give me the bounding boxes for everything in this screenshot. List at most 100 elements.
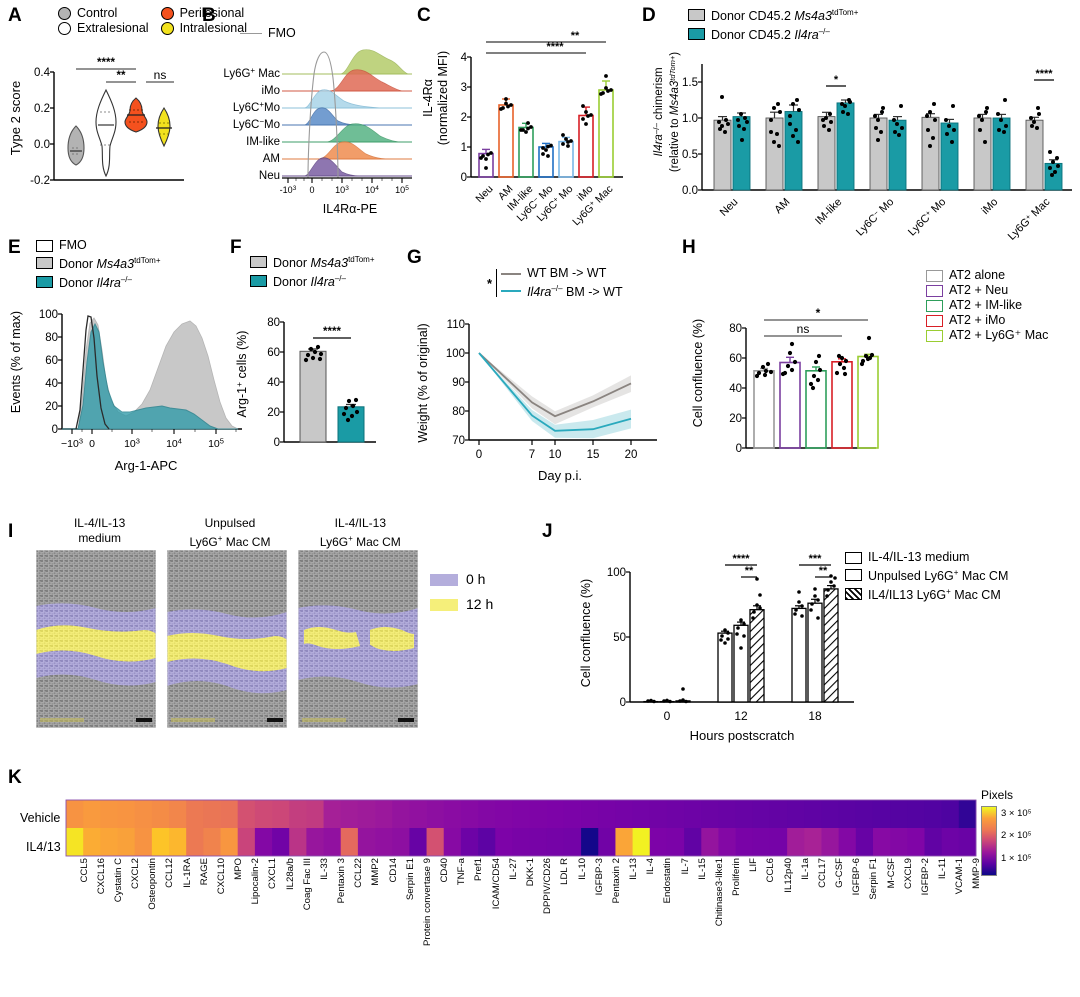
panel-d-plot: Il4ra–/– chimerism (relative to Ms4a3tdT…	[652, 52, 1072, 243]
heatmap-column-label: CD40	[439, 858, 451, 883]
heatmap-column-label: LDL R	[559, 858, 571, 885]
y-axis-label-2: (relative to Ms4a3tdTom+)	[668, 52, 681, 172]
heatmap-column-label: Pentaxin 2	[610, 858, 622, 904]
heatmap-column-label: IL-10	[576, 858, 588, 880]
significance-bars	[486, 41, 606, 54]
bars	[478, 89, 614, 178]
swatch-icon	[36, 275, 53, 288]
svg-text:−103: −103	[61, 437, 83, 451]
data-points	[646, 574, 837, 704]
swatch-icon	[36, 256, 53, 269]
heatmap-column-label: IL-15	[696, 858, 708, 880]
significance-bars	[764, 319, 868, 337]
svg-text:0: 0	[664, 709, 671, 723]
svg-text:0: 0	[476, 449, 482, 461]
svg-text:105: 105	[395, 185, 409, 195]
svg-text:0.4: 0.4	[34, 67, 51, 79]
heatmap	[65, 799, 978, 858]
svg-text:0: 0	[89, 438, 95, 450]
heatmap-column-label: MPO	[233, 858, 245, 880]
y-axis-label: Cell confluence (%)	[579, 579, 593, 687]
legend-item: FMO	[36, 238, 161, 253]
svg-text:Ly6C+ Mo: Ly6C+ Mo	[534, 182, 576, 224]
legend-item: Donor CD45.2 Il4ra–/–	[688, 24, 858, 43]
legend-item: AT2 + Neu	[926, 283, 1048, 298]
svg-text:60: 60	[729, 353, 742, 365]
heatmap-column-label: CCL5	[78, 858, 90, 883]
heatmap-column-label: CXCL9	[902, 858, 914, 889]
significance-bars	[826, 79, 1054, 87]
y-axis-ticks: 4 3 2 1 0	[461, 52, 468, 184]
legend-item: Unpulsed Ly6G+ Mac CM	[845, 565, 1008, 584]
heatmap-column-label: CCL12	[164, 858, 176, 888]
legend-item: Il4ra–/– BM -> WT	[501, 281, 623, 300]
y-axis-ticks: 0.4 0.2 0.0 -0.2	[30, 67, 50, 187]
significance-bars	[76, 68, 174, 83]
svg-text:80: 80	[267, 317, 280, 329]
legend-item: IL-4/IL-13 medium	[845, 550, 1008, 565]
svg-text:105: 105	[208, 437, 224, 451]
svg-text:4: 4	[461, 52, 468, 64]
legend-item: Perilesional	[160, 6, 247, 21]
heatmap-column-label: IGFBP-3	[593, 858, 605, 896]
svg-text:10: 10	[549, 449, 562, 461]
svg-text:Neu: Neu	[259, 170, 280, 182]
panel-i: I IL-4/IL-13 medium Unpulsed Ly6G+ Mac C…	[6, 512, 493, 762]
ridge-ly6cposmo	[282, 89, 412, 109]
sig-label: ****	[546, 41, 564, 53]
y-axis-ticks: 100 50 0	[607, 567, 626, 709]
x-axis-tick-labels: −103 0 103 104 105	[61, 437, 224, 451]
ridge-ly6gmac	[282, 49, 412, 75]
svg-text:IM-like: IM-like	[246, 136, 280, 148]
image-title: IL-4/IL-13 medium	[73, 516, 126, 545]
swatch-icon	[36, 239, 53, 252]
heatmap-column-label: IL12p40	[782, 858, 794, 893]
heatmap-column-label: CCL6	[765, 858, 777, 883]
heatmap-column-label: Pref1	[473, 858, 485, 881]
panel-d-legend: Donor CD45.2 Ms4a3tdTom+ Donor CD45.2 Il…	[688, 5, 858, 43]
svg-text:Ly6G+ Mac: Ly6G+ Mac	[1005, 195, 1053, 243]
svg-text:40: 40	[729, 383, 742, 395]
svg-text:Ly6C+ Mo: Ly6C+ Mo	[905, 195, 948, 238]
heatmap-column-label: IGFBP-6	[851, 858, 863, 896]
svg-text:70: 70	[452, 435, 465, 447]
legend-item: Donor CD45.2 Ms4a3tdTom+	[688, 5, 858, 24]
panel-b-plot: Ly6G+ Mac iMo Ly6C+Mo Ly6C−Mo IM-like AM…	[223, 49, 412, 216]
sig-label: **	[745, 565, 754, 577]
svg-text:AM: AM	[772, 196, 792, 216]
sig-label: ns	[797, 322, 810, 336]
svg-text:40: 40	[45, 378, 58, 390]
line-wt	[478, 352, 632, 418]
sig-label: *	[487, 275, 493, 291]
svg-text:0: 0	[620, 697, 626, 709]
svg-text:20: 20	[45, 401, 58, 413]
heatmap-column-label: ICAM/CD54	[490, 858, 502, 910]
legend-item: AT2 + Ly6G⁺ Mac	[926, 328, 1048, 343]
heatmap-column-label: RAGE	[198, 858, 210, 886]
sig-label: **	[117, 70, 126, 82]
panel-a-legend: Control Extralesional Perilesional Intra…	[58, 6, 247, 36]
ridge-ly6cnegmo	[282, 107, 412, 126]
heatmap-column-label: TNF-a	[456, 858, 468, 886]
circle-icon	[58, 7, 71, 20]
legend-item: AT2 alone	[926, 268, 1048, 283]
ridge-imo	[282, 69, 412, 92]
heatmap-column-label: IGFBP-2	[919, 858, 931, 896]
svg-text:100: 100	[607, 567, 626, 579]
panel-e-plot: Events (% of max) 100 80 60 40 20 0 −103 0 10…	[9, 309, 242, 473]
data-points	[717, 95, 1060, 177]
row-labels: Ly6G+ Mac iMo Ly6C+Mo Ly6C−Mo IM-like AM…	[223, 66, 280, 182]
line-icon	[501, 289, 522, 292]
band-wt	[479, 353, 631, 425]
panel-j-legend: IL-4/IL-13 medium Unpulsed Ly6G+ Mac CM …	[845, 550, 1008, 603]
svg-text:0: 0	[461, 172, 467, 184]
hist-il4ra	[62, 322, 238, 430]
heatmap-column-label: Cystatin C	[112, 858, 124, 903]
svg-text:iMo: iMo	[979, 196, 1000, 217]
swatch-hatched-icon	[845, 587, 862, 600]
data-points	[303, 344, 360, 423]
sig-label: **	[819, 565, 828, 577]
svg-text:-103: -103	[280, 185, 297, 195]
scratch-image-3	[298, 550, 418, 728]
heatmap-column-label: Serpin E1	[404, 858, 416, 901]
